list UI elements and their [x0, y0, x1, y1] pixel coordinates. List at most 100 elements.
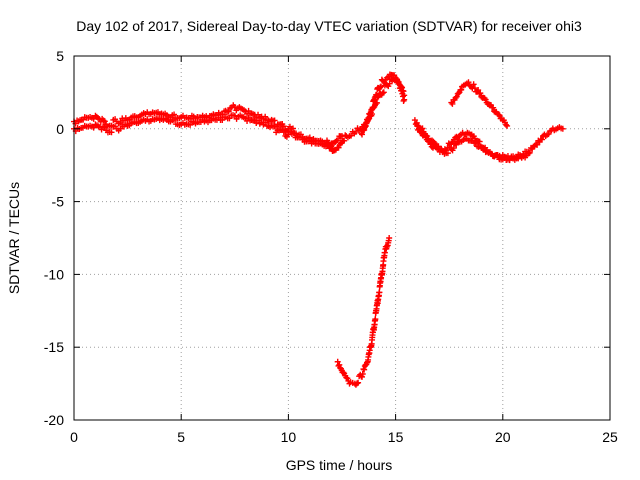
data-point-ohi3-band-b [231, 112, 238, 119]
data-point-ohi3-band-b [226, 115, 233, 122]
data-point-ohi3-band-a [280, 123, 287, 130]
x-axis-label: GPS time / hours [286, 457, 393, 473]
data-point-ohi3-afternoon-low [421, 131, 428, 138]
data-point-ohi3-afternoon-low [472, 139, 479, 146]
data-point-ohi3-noon-dip [335, 144, 342, 151]
plot-frame [73, 55, 611, 421]
data-point-ohi3-band-a [225, 108, 232, 115]
data-point-ohi3-rise [395, 78, 402, 85]
data-point-ohi3-late-hump [452, 94, 459, 101]
x-tick-label: 25 [602, 429, 618, 445]
data-point-ohi3-plunge [359, 373, 366, 380]
data-point-ohi3-noon-dip [325, 140, 332, 147]
y-tick-label: -20 [44, 412, 64, 428]
data-point-ohi3-afternoon-low [438, 145, 445, 152]
data-point-ohi3-band-a [334, 137, 341, 144]
y-tick-label: 0 [56, 121, 64, 137]
x-tick-label: 10 [281, 429, 297, 445]
data-point-ohi3-afternoon-low [450, 145, 457, 152]
data-point-ohi3-rise [359, 131, 366, 138]
data-point-ohi3-band-b [187, 121, 194, 128]
data-point-ohi3-late-hump [475, 87, 482, 94]
data-point-ohi3-rise [401, 92, 408, 99]
data-point-ohi3-plunge [343, 374, 350, 381]
data-point-ohi3-late-hump [458, 86, 465, 93]
data-point-ohi3-noon-dip [348, 132, 355, 139]
data-point-ohi3-band-b [255, 117, 262, 124]
data-point-ohi3-band-b [271, 123, 278, 130]
data-point-ohi3-afternoon-low [494, 151, 501, 158]
y-axis-label: SDTVAR / TECUs [6, 182, 22, 294]
data-point-ohi3-late-hump [455, 90, 462, 97]
data-point-ohi3-band-b [90, 124, 97, 131]
data-point-ohi3-noon-dip [341, 137, 348, 144]
data-point-ohi3-late-hump [482, 96, 489, 103]
data-point-ohi3-band-b [290, 130, 297, 137]
data-point-ohi3-afternoon [539, 136, 546, 143]
data-point-ohi3-late-hump [490, 104, 497, 111]
data-point-ohi3-late-hump [465, 79, 472, 86]
data-point-ohi3-afternoon-low [444, 150, 451, 157]
data-point-ohi3-rise [365, 116, 372, 123]
data-point-ohi3-band-a [117, 118, 124, 125]
x-tick-label: 15 [388, 429, 404, 445]
data-point-ohi3-rise [362, 123, 369, 130]
data-point-ohi3-plunge [386, 235, 393, 241]
x-tick-label: 0 [70, 429, 78, 445]
data-point-ohi3-band-b [108, 129, 115, 136]
data-point-ohi3-plunge [376, 289, 383, 296]
data-point-ohi3-plunge [372, 316, 379, 323]
data-point-ohi3-late-hump [453, 93, 460, 100]
data-point-ohi3-band-a [289, 125, 296, 132]
chart-title: Day 102 of 2017, Sidereal Day-to-day VTE… [76, 18, 582, 34]
data-point-ohi3-late-hump [471, 85, 478, 92]
data-point-ohi3-afternoon-low [525, 150, 532, 157]
y-tick-label: -5 [52, 194, 65, 210]
data-point-ohi3-plunge [364, 359, 371, 366]
data-point-ohi3-band-b [280, 129, 287, 136]
data-point-ohi3-band-a [171, 111, 178, 118]
data-point-ohi3-plunge [336, 361, 343, 368]
data-point-ohi3-afternoon-low [453, 141, 460, 148]
data-point-ohi3-late-hump [496, 112, 503, 119]
data-point-ohi3-rise [363, 120, 370, 127]
data-point-ohi3-late-hump [503, 121, 510, 128]
data-point-ohi3-band-b [117, 125, 124, 132]
data-point-ohi3-rise [379, 90, 386, 97]
data-point-ohi3-plunge [361, 366, 368, 373]
data-point-ohi3-rise [380, 89, 387, 96]
data-point-ohi3-afternoon [559, 125, 566, 132]
data-point-ohi3-peak [377, 84, 384, 91]
data-point-ohi3-late-hump [449, 100, 456, 107]
data-point-ohi3-plunge [355, 379, 362, 386]
axis-ticks: 0 5 10 15 20 25 -20 -15 -10 -5 0 5 [44, 48, 618, 445]
data-point-ohi3-late-hump [504, 122, 511, 129]
data-point-ohi3-rise [400, 88, 407, 95]
data-point-ohi3-rise [398, 83, 405, 90]
data-point-ohi3-plunge [334, 358, 341, 365]
data-point-ohi3-late-hump [470, 81, 477, 88]
data-point-ohi3-band-a [90, 115, 97, 122]
data-point-ohi3-plunge [359, 371, 366, 378]
y-tick-label: -10 [44, 266, 64, 282]
data-point-ohi3-rise [374, 99, 381, 106]
data-point-ohi3-band-b [98, 126, 105, 133]
y-tick-label: -15 [44, 339, 64, 355]
x-tick-label: 5 [177, 429, 185, 445]
data-point-ohi3-plunge [340, 369, 347, 376]
data-point-ohi3-rise [361, 124, 368, 131]
data-points [71, 71, 566, 388]
data-point-ohi3-band-a [101, 118, 108, 125]
data-point-ohi3-peak [378, 83, 385, 90]
x-tick-label: 20 [495, 429, 511, 445]
data-point-ohi3-band-b [171, 116, 178, 123]
data-point-ohi3-noon-dip [323, 137, 330, 144]
data-point-ohi3-band-a [262, 113, 269, 120]
data-point-ohi3-rise [386, 80, 393, 87]
data-point-ohi3-noon-dip [352, 128, 359, 135]
data-point-ohi3-afternoon [453, 133, 460, 140]
data-point-ohi3-band-a [271, 117, 278, 124]
data-point-ohi3-afternoon-low [415, 125, 422, 132]
data-point-ohi3-band-a [255, 111, 262, 118]
